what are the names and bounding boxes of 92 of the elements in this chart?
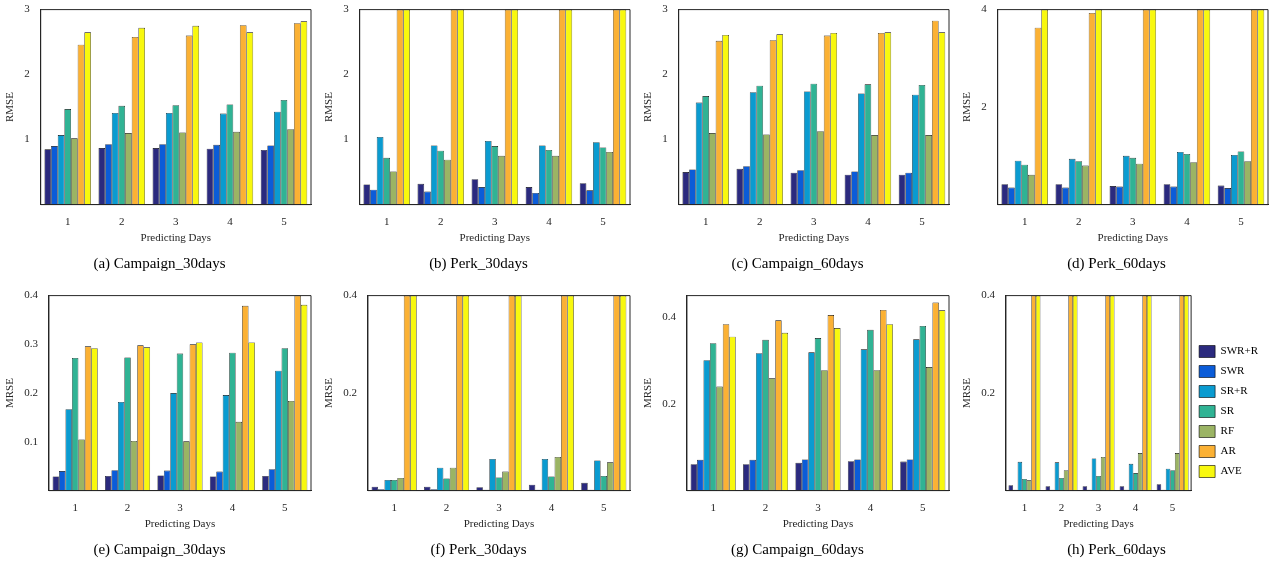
y-axis-title: RMSE bbox=[960, 91, 973, 123]
x-tick-label: 2 bbox=[119, 215, 125, 228]
x-axis-title: Predicting Days bbox=[140, 231, 212, 244]
x-tick-label: 4 bbox=[227, 215, 234, 228]
x-tick-label: 1 bbox=[64, 215, 71, 228]
x-axis-title: Predicting Days bbox=[778, 231, 850, 244]
y-tick-label: 0.4 bbox=[343, 288, 358, 301]
y-tick-label: 3 bbox=[662, 2, 669, 15]
y-tick-label: 3 bbox=[343, 2, 350, 15]
x-tick-label: 5 bbox=[600, 215, 607, 228]
y-tick-label: 2 bbox=[24, 67, 30, 80]
y-tick-label: 0.2 bbox=[24, 385, 38, 398]
x-axis-title: Predicting Days bbox=[463, 517, 535, 530]
x-tick-label: 5 bbox=[920, 501, 927, 514]
text: (g) Campaign_60days bbox=[730, 541, 865, 558]
x-tick-label: 3 bbox=[492, 215, 499, 228]
x-tick-label: 2 bbox=[124, 501, 131, 514]
x-tick-label: 2 bbox=[757, 215, 763, 228]
x-tick-label: 1 bbox=[383, 215, 390, 228]
x-tick-label: 5 bbox=[919, 215, 926, 228]
y-axis-title: RMSE bbox=[322, 91, 335, 123]
x-tick-label: 5 bbox=[282, 501, 289, 514]
x-tick-label: 4 bbox=[1184, 215, 1191, 228]
text: (d) Perk_60days bbox=[1066, 255, 1167, 272]
x-tick-label: 3 bbox=[1130, 215, 1137, 228]
y-tick-label: 0.3 bbox=[24, 337, 39, 350]
y-axis-title: RMSE bbox=[3, 91, 16, 123]
x-axis-title: Predicting Days bbox=[459, 231, 531, 244]
y-tick-label: 0.2 bbox=[981, 385, 995, 398]
y-axis-title: RMSE bbox=[641, 91, 654, 123]
y-tick-label: 0.4 bbox=[24, 288, 39, 301]
x-tick-label: 4 bbox=[867, 501, 874, 514]
legend-label: SR+R bbox=[1220, 384, 1249, 397]
x-tick-label: 3 bbox=[815, 501, 822, 514]
x-tick-label: 5 bbox=[601, 501, 608, 514]
x-tick-label: 1 bbox=[391, 501, 397, 514]
x-axis-title: Predicting Days bbox=[144, 517, 216, 530]
y-tick-label: 0.2 bbox=[662, 396, 676, 409]
y-axis-title: MRSE bbox=[3, 377, 16, 409]
y-axis-title: MRSE bbox=[960, 377, 973, 409]
x-tick-label: 2 bbox=[443, 501, 450, 514]
text: (a) Campaign_30days bbox=[92, 255, 227, 272]
text: (f) Perk_30days bbox=[429, 541, 528, 558]
legend-label: SWR bbox=[1220, 364, 1246, 377]
x-tick-label: 5 bbox=[1238, 215, 1245, 228]
legend-label: SWR+R bbox=[1220, 344, 1259, 357]
text: (b) Perk_30days bbox=[428, 255, 529, 272]
y-tick-label: 2 bbox=[662, 67, 668, 80]
x-tick-label: 4 bbox=[1132, 501, 1139, 514]
x-axis-title: Predicting Days bbox=[1063, 517, 1134, 530]
y-tick-label: 0.4 bbox=[981, 288, 996, 301]
y-tick-label: 2 bbox=[981, 99, 987, 112]
x-tick-label: 1 bbox=[1021, 215, 1028, 228]
x-tick-label: 3 bbox=[1095, 501, 1102, 514]
x-tick-label: 2 bbox=[1076, 215, 1082, 228]
x-tick-label: 5 bbox=[1169, 501, 1176, 514]
x-tick-label: 3 bbox=[811, 215, 818, 228]
x-tick-label: 4 bbox=[548, 501, 555, 514]
x-tick-label: 4 bbox=[229, 501, 236, 514]
x-tick-label: 1 bbox=[710, 501, 716, 514]
y-tick-label: 1 bbox=[662, 132, 668, 145]
x-axis-title: Predicting Days bbox=[782, 517, 854, 530]
y-tick-label: 0.1 bbox=[24, 434, 38, 447]
y-tick-label: 0.4 bbox=[662, 310, 677, 323]
x-tick-label: 3 bbox=[496, 501, 503, 514]
y-tick-label: 4 bbox=[981, 2, 988, 15]
x-tick-label: 2 bbox=[1058, 501, 1065, 514]
x-tick-label: 2 bbox=[762, 501, 769, 514]
legend-label: SR bbox=[1220, 404, 1235, 417]
legend-label: AVE bbox=[1220, 464, 1243, 477]
x-axis-title: Predicting Days bbox=[1097, 231, 1169, 244]
x-tick-label: 1 bbox=[1021, 501, 1028, 514]
y-tick-label: 1 bbox=[343, 132, 349, 145]
x-tick-label: 3 bbox=[177, 501, 184, 514]
text: (e) Campaign_30days bbox=[92, 541, 227, 558]
x-tick-label: 1 bbox=[72, 501, 78, 514]
legend-label: AR bbox=[1220, 444, 1237, 457]
y-tick-label: 0.2 bbox=[343, 385, 357, 398]
text: (h) Perk_60days bbox=[1066, 541, 1167, 558]
legend-label: RF bbox=[1220, 424, 1235, 437]
x-tick-label: 5 bbox=[281, 215, 288, 228]
y-tick-label: 2 bbox=[343, 67, 349, 80]
y-tick-label: 1 bbox=[24, 132, 30, 145]
y-axis-title: MRSE bbox=[641, 377, 654, 409]
x-tick-label: 4 bbox=[865, 215, 872, 228]
x-tick-label: 1 bbox=[702, 215, 709, 228]
x-tick-label: 2 bbox=[438, 215, 444, 228]
y-tick-label: 3 bbox=[24, 2, 31, 15]
x-tick-label: 4 bbox=[546, 215, 553, 228]
text: (c) Campaign_60days bbox=[730, 255, 865, 272]
x-tick-label: 3 bbox=[173, 215, 180, 228]
y-axis-title: MRSE bbox=[322, 377, 335, 409]
